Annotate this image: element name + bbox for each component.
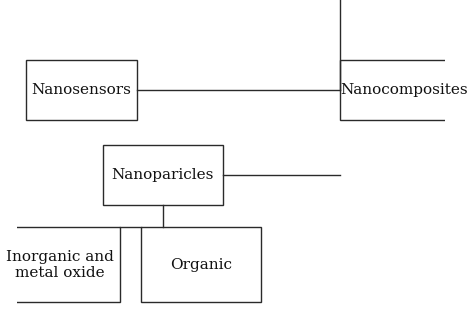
Text: Nanoparicles: Nanoparicles — [111, 168, 214, 182]
Text: Nanosensors: Nanosensors — [31, 83, 131, 97]
Text: Organic: Organic — [170, 258, 232, 272]
Text: Nanocomposites: Nanocomposites — [341, 83, 468, 97]
Text: Inorganic and
metal oxide: Inorganic and metal oxide — [6, 249, 114, 280]
FancyBboxPatch shape — [26, 60, 137, 120]
FancyBboxPatch shape — [141, 227, 261, 302]
FancyBboxPatch shape — [0, 227, 120, 302]
FancyBboxPatch shape — [340, 60, 469, 120]
FancyBboxPatch shape — [103, 145, 223, 205]
